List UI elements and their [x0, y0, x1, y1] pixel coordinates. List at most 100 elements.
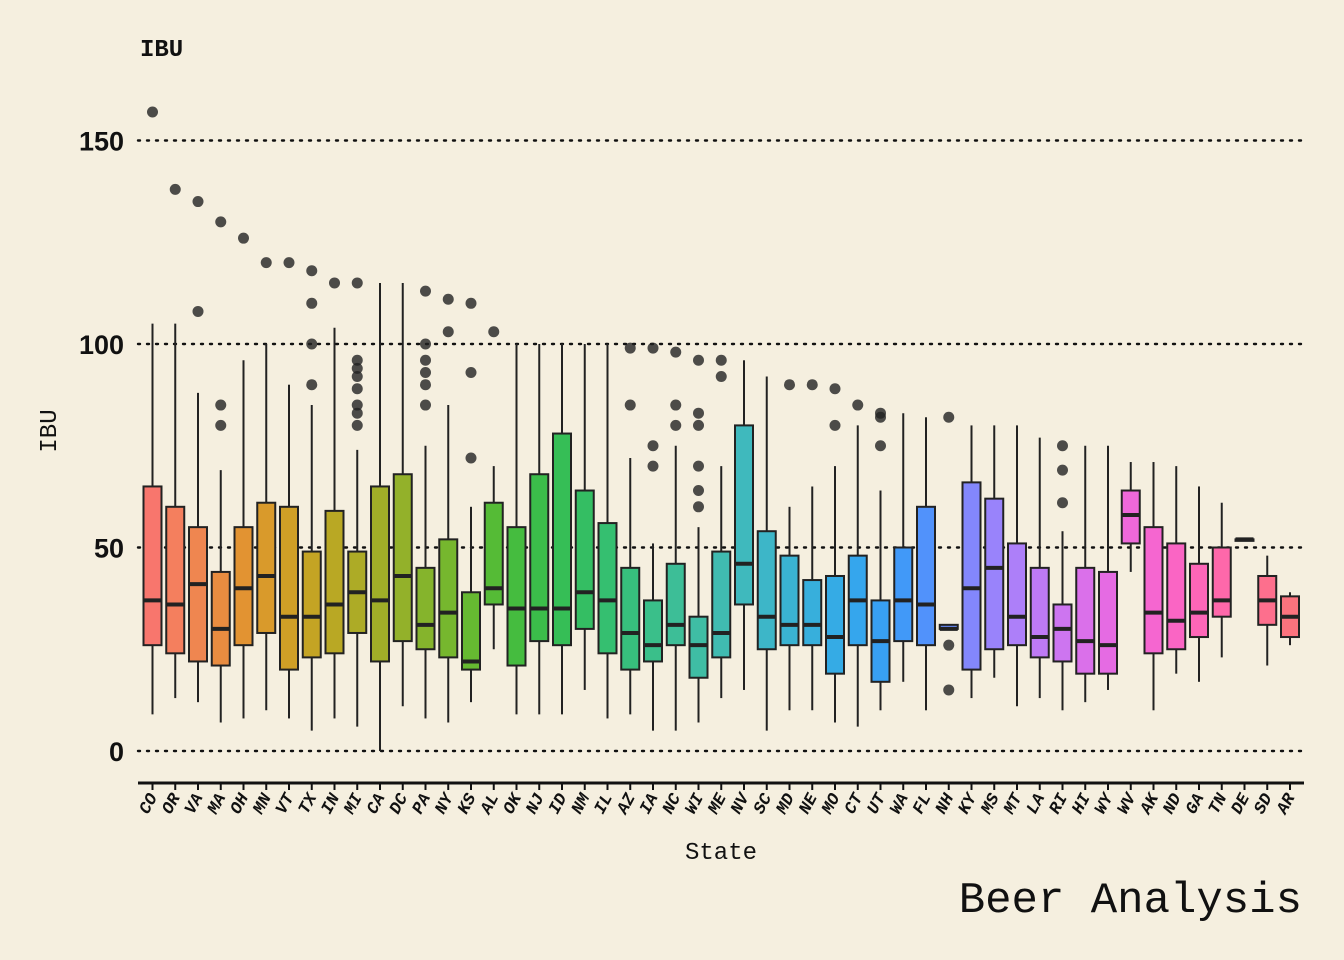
- outlier-pa-0: [420, 399, 431, 411]
- outlier-ks-1: [465, 366, 477, 378]
- outlier-mo-0: [829, 419, 841, 431]
- outlier-va-0: [192, 305, 204, 317]
- box-body-ia: [643, 599, 663, 663]
- outlier-ct-0: [852, 399, 864, 411]
- box-body-nv: [734, 424, 754, 606]
- y-tick-label-0: 0: [109, 737, 124, 767]
- box-body-va: [188, 526, 208, 663]
- x-tick-label-ar: AR: [1273, 790, 1300, 819]
- outlier-mi-3: [351, 383, 363, 395]
- outlier-mi-2: [351, 399, 363, 411]
- box-co: [142, 106, 163, 715]
- outlier-ma-0: [215, 419, 227, 431]
- box-body-oh: [233, 526, 254, 647]
- x-tick-label-wy: WY: [1092, 789, 1119, 818]
- box-fl: [916, 417, 936, 711]
- box-ne: [802, 379, 823, 711]
- box-body-vt: [279, 505, 299, 671]
- outlier-ut-2: [875, 407, 886, 419]
- box-pa: [415, 285, 436, 719]
- outlier-wi-0: [693, 501, 704, 513]
- x-tick-label-mt: MT: [1000, 790, 1027, 819]
- x-tick-labels: COORVAMAOHMNVTTXINMICADCPANYKSALOKNJIDNM…: [136, 783, 1301, 819]
- outlier-ri-0: [1057, 497, 1068, 509]
- outlier-mi-0: [351, 419, 363, 431]
- box-body-wv: [1120, 489, 1141, 545]
- x-tick-label-ok: OK: [500, 789, 527, 818]
- gridlines: [136, 139, 1306, 753]
- box-body-mt: [1007, 542, 1027, 647]
- x-tick-label-ks: KS: [455, 790, 482, 818]
- box-series: [142, 106, 1300, 751]
- box-nh: [938, 411, 959, 696]
- outlier-tx-0: [306, 379, 318, 391]
- outlier-md-0: [784, 379, 795, 391]
- box-ri: [1052, 440, 1073, 711]
- box-dc: [392, 282, 413, 707]
- box-body-nm: [574, 489, 595, 630]
- box-sd: [1257, 555, 1278, 666]
- x-tick-label-sc: SC: [751, 790, 778, 818]
- outlier-ia-2: [647, 342, 659, 354]
- x-tick-label-ri: RI: [1046, 790, 1073, 818]
- x-tick-label-nc: NC: [660, 790, 687, 818]
- box-body-ga: [1189, 562, 1209, 639]
- x-tick-label-tn: TN: [1206, 790, 1233, 818]
- box-md: [779, 379, 800, 711]
- x-tick-label-nh: NH: [933, 790, 960, 818]
- box-body-mo: [825, 574, 845, 675]
- outlier-ri-2: [1057, 440, 1068, 452]
- box-in: [324, 277, 345, 719]
- box-nc: [665, 346, 686, 731]
- box-ar: [1280, 592, 1300, 646]
- box-mo: [825, 383, 845, 723]
- outlier-nc-1: [670, 399, 682, 411]
- box-ok: [506, 344, 527, 715]
- box-body-wy: [1098, 570, 1118, 675]
- outlier-wi-3: [693, 419, 704, 431]
- box-nd: [1166, 466, 1187, 674]
- x-tick-label-ct: CT: [842, 790, 869, 818]
- box-hi: [1075, 445, 1096, 703]
- box-il: [597, 344, 618, 719]
- x-tick-label-ia: IA: [637, 791, 663, 818]
- x-tick-label-va: VA: [182, 791, 208, 818]
- x-tick-label-pa: PA: [409, 791, 435, 818]
- x-tick-label-ms: MS: [978, 790, 1005, 819]
- outlier-vt-0: [283, 257, 295, 269]
- x-tick-label-sd: SD: [1251, 791, 1277, 818]
- outlier-ny-0: [442, 326, 454, 338]
- box-body-nj: [529, 473, 550, 643]
- box-body-fl: [916, 505, 936, 647]
- box-body-ks: [461, 591, 481, 671]
- outlier-mi-6: [351, 354, 363, 366]
- x-tick-label-dc: DC: [387, 790, 414, 818]
- x-tick-label-nv: NV: [728, 789, 755, 818]
- x-tick-label-al: AL: [477, 791, 504, 819]
- box-body-sc: [756, 530, 777, 651]
- box-body-ny: [438, 538, 459, 659]
- outlier-pa-5: [420, 285, 431, 297]
- box-body-ak: [1143, 526, 1164, 655]
- box-id: [552, 344, 572, 715]
- box-body-ca: [370, 485, 390, 663]
- outlier-or-0: [169, 183, 181, 195]
- outlier-ri-1: [1057, 464, 1068, 476]
- outlier-mi-7: [351, 277, 363, 289]
- outlier-oh-0: [238, 232, 249, 244]
- outlier-me-0: [715, 371, 727, 383]
- outlier-wi-4: [693, 407, 704, 419]
- box-or: [165, 183, 186, 699]
- x-tick-label-wi: WI: [682, 790, 709, 818]
- x-tick-label-ut: UT: [864, 790, 891, 818]
- outlier-ma-1: [215, 399, 227, 411]
- box-ks: [461, 297, 481, 703]
- y-tick-label-50: 50: [94, 534, 124, 564]
- x-tick-label-in: IN: [318, 790, 345, 818]
- x-tick-label-ga: GA: [1183, 791, 1209, 818]
- outlier-ne-0: [806, 379, 818, 391]
- chart-caption: Beer Analysis: [959, 876, 1302, 926]
- box-wa: [893, 413, 914, 682]
- outlier-co-0: [147, 106, 158, 118]
